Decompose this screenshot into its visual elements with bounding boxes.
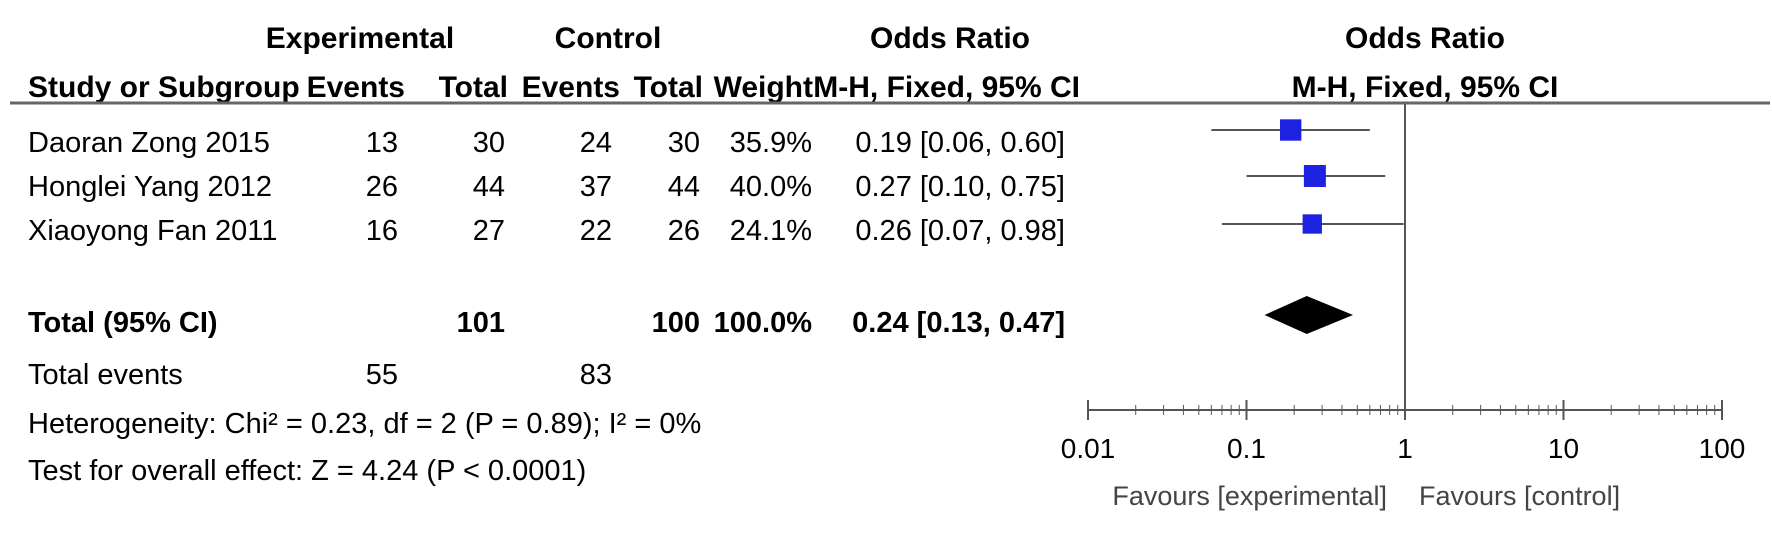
x-axis-tick-label: 1: [1397, 433, 1413, 464]
study-row: Xiaoyong Fan 2011 16 27 22 26 24.1% 0.26…: [28, 215, 1065, 247]
column-header-ctl-total: Total: [634, 71, 703, 104]
ctl-events-cell: 24: [580, 127, 612, 159]
column-header-or-ci: M-H, Fixed, 95% CI: [813, 71, 1080, 104]
total-weight: 100.0%: [714, 307, 813, 339]
ctl-total-cell: 30: [668, 127, 700, 159]
column-header-exp-events: Events: [307, 71, 405, 104]
favours-experimental-label: Favours [experimental]: [1112, 481, 1387, 511]
total-events-label: Total events: [28, 359, 183, 391]
study-name: Honglei Yang 2012: [28, 171, 272, 203]
ctl-total-cell: 44: [668, 171, 700, 203]
column-header-exp-total: Total: [439, 71, 508, 104]
study-row: Daoran Zong 2015 13 30 24 30 35.9% 0.19 …: [28, 127, 1065, 159]
overall-effect-text: Test for overall effect: Z = 4.24 (P < 0…: [28, 455, 586, 487]
plot-method-header: M-H, Fixed, 95% CI: [1292, 71, 1559, 104]
or-ci-cell: 0.27 [0.10, 0.75]: [855, 171, 1065, 203]
study-effect-square: [1303, 165, 1326, 187]
exp-events-cell: 16: [366, 215, 398, 247]
x-axis-tick-label: 100: [1699, 433, 1746, 464]
exp-total-cell: 27: [473, 215, 505, 247]
study-effect-square: [1302, 214, 1322, 234]
column-header-weight: Weight: [714, 71, 813, 104]
total-events-row: Total events 55 83: [28, 359, 612, 391]
or-ci-cell: 0.19 [0.06, 0.60]: [855, 127, 1065, 159]
total-row: Total (95% CI) 101 100 100.0% 0.24 [0.13…: [28, 307, 1065, 339]
weight-cell: 40.0%: [730, 171, 812, 203]
plot-marks: 0.01 0.1 1 10 100 Favours [experimental] Favou…: [1061, 104, 1746, 511]
exp-total-cell: 30: [473, 127, 505, 159]
total-exp-total: 101: [457, 307, 505, 339]
control-group-header: Control: [555, 22, 662, 55]
total-events-exp: 55: [366, 359, 398, 391]
exp-events-cell: 26: [366, 171, 398, 203]
study-name: Xiaoyong Fan 2011: [28, 215, 277, 247]
exp-events-cell: 13: [366, 127, 398, 159]
favours-control-label: Favours [control]: [1419, 481, 1620, 511]
x-axis-tick-label: 0.01: [1061, 433, 1116, 464]
total-label: Total (95% CI): [28, 307, 218, 339]
total-events-ctl: 83: [580, 359, 612, 391]
study-effect-square: [1279, 119, 1302, 141]
column-header-study: Study or Subgroup: [28, 71, 300, 104]
experimental-group-header: Experimental: [266, 22, 454, 55]
weight-cell: 35.9%: [730, 127, 812, 159]
ctl-events-cell: 37: [580, 171, 612, 203]
ctl-events-cell: 22: [580, 215, 612, 247]
study-row: Honglei Yang 2012 26 44 37 44 40.0% 0.27…: [28, 171, 1065, 203]
column-header-ctl-events: Events: [522, 71, 620, 104]
pooled-effect-diamond: [1264, 296, 1354, 334]
or-ci-cell: 0.26 [0.07, 0.98]: [855, 215, 1065, 247]
heterogeneity-text: Heterogeneity: Chi² = 0.23, df = 2 (P = …: [28, 408, 701, 440]
x-axis-tick-label: 10: [1548, 433, 1579, 464]
ctl-total-cell: 26: [668, 215, 700, 247]
total-ctl-total: 100: [652, 307, 700, 339]
study-name: Daoran Zong 2015: [28, 127, 270, 159]
odds-ratio-table-header: Odds Ratio: [870, 22, 1030, 55]
exp-total-cell: 44: [473, 171, 505, 203]
x-axis-tick-label: 0.1: [1227, 433, 1266, 464]
total-or-ci: 0.24 [0.13, 0.47]: [852, 307, 1065, 339]
odds-ratio-plot-header: Odds Ratio: [1345, 22, 1505, 55]
weight-cell: 24.1%: [730, 215, 812, 247]
